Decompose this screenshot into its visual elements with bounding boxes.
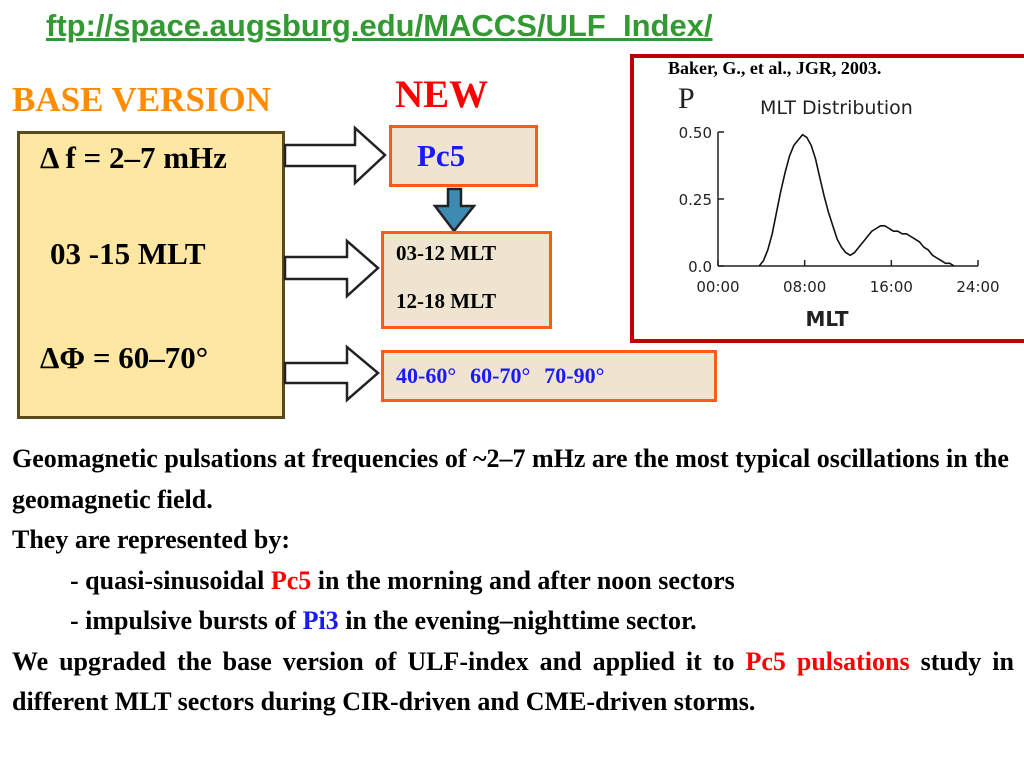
pc5-pulsations-highlight: Pc5 pulsations <box>745 646 910 676</box>
latitude-bands: 40-60° 60-70° 70-90° <box>396 363 618 389</box>
mlt-range: 03 -15 MLT <box>50 236 206 271</box>
latitude-band-1: 40-60° <box>396 363 457 388</box>
pc5-box: Pc5 <box>389 125 538 187</box>
bullet-pc5-prefix: - quasi-sinusoidal <box>70 565 271 595</box>
pi3-highlight: Pi3 <box>302 606 339 635</box>
arrow-right-icon <box>283 125 387 186</box>
series-line <box>758 133 955 267</box>
arrow-down-icon <box>432 187 477 234</box>
bullet-pc5-suffix: in the morning and after noon sectors <box>311 565 735 595</box>
x-tick-label: 16:00 <box>870 278 913 296</box>
paragraph-represented: They are represented by: <box>12 525 291 554</box>
base-version-box: Δ f = 2–7 mHz 03 -15 MLT ΔΦ = 60–70° <box>17 131 285 419</box>
x-tick-label: 00:00 <box>696 278 739 296</box>
arrow-right-icon <box>283 238 380 299</box>
latitude-range: ΔΦ = 60–70° <box>40 340 209 375</box>
paragraph-upgrade: We upgraded the base version of ULF-inde… <box>12 642 1014 723</box>
panel-letter: P <box>678 82 695 115</box>
latitude-band-2: 60-70° <box>470 363 531 388</box>
frequency-range: Δ f = 2–7 mHz <box>40 140 227 175</box>
description-text: Geomagnetic pulsations at frequencies of… <box>12 439 1014 723</box>
latitude-band-3: 70-90° <box>544 363 605 388</box>
base-version-title: BASE VERSION <box>12 80 272 119</box>
mlt-distribution-figure: P MLT Distribution MLT 0.50 0.25 0.0 00:00 0… <box>630 54 1024 343</box>
mlt-sectors-box: 03-12 MLT 12-18 MLT <box>381 231 552 329</box>
y-tick-label: 0.0 <box>688 258 712 276</box>
bullet-pi3-prefix: - impulsive bursts of <box>70 606 303 635</box>
new-version-title: NEW <box>395 73 489 116</box>
chart-title: MLT Distribution <box>760 97 913 119</box>
y-tick-label: 0.50 <box>679 124 712 142</box>
bullet-pi3: - impulsive bursts of Pi3 in the evening… <box>12 601 1014 642</box>
arrow-right-icon <box>283 344 380 403</box>
y-tick-label: 0.25 <box>679 191 712 209</box>
x-axis-label: MLT <box>806 307 849 331</box>
ftp-url-link[interactable]: ftp://space.augsburg.edu/MACCS/ULF_Index… <box>46 8 713 43</box>
upgrade-suffix: study in different MLT sectors during CI… <box>12 646 1014 717</box>
upgrade-prefix: We upgraded the base version of ULF-inde… <box>12 646 746 676</box>
x-tick-label: 24:00 <box>956 278 999 296</box>
pc5-label: Pc5 <box>417 138 466 173</box>
mlt-sector-1: 03-12 MLT <box>396 241 497 265</box>
x-tick-label: 08:00 <box>783 278 826 296</box>
latitude-bands-box: 40-60° 60-70° 70-90° <box>381 350 717 402</box>
mlt-sector-2: 12-18 MLT <box>396 289 497 313</box>
paragraph-intro: Geomagnetic pulsations at frequencies of… <box>12 444 1009 514</box>
mlt-distribution-chart: P MLT Distribution MLT 0.50 0.25 0.0 00:00 0… <box>678 82 1000 331</box>
bullet-pc5: - quasi-sinusoidal Pc5 in the morning an… <box>12 561 1014 602</box>
bullet-pi3-suffix: in the evening–nighttime sector. <box>338 606 697 635</box>
citation: Baker, G., et al., JGR, 2003. <box>668 58 882 78</box>
pc5-highlight: Pc5 <box>270 565 312 595</box>
